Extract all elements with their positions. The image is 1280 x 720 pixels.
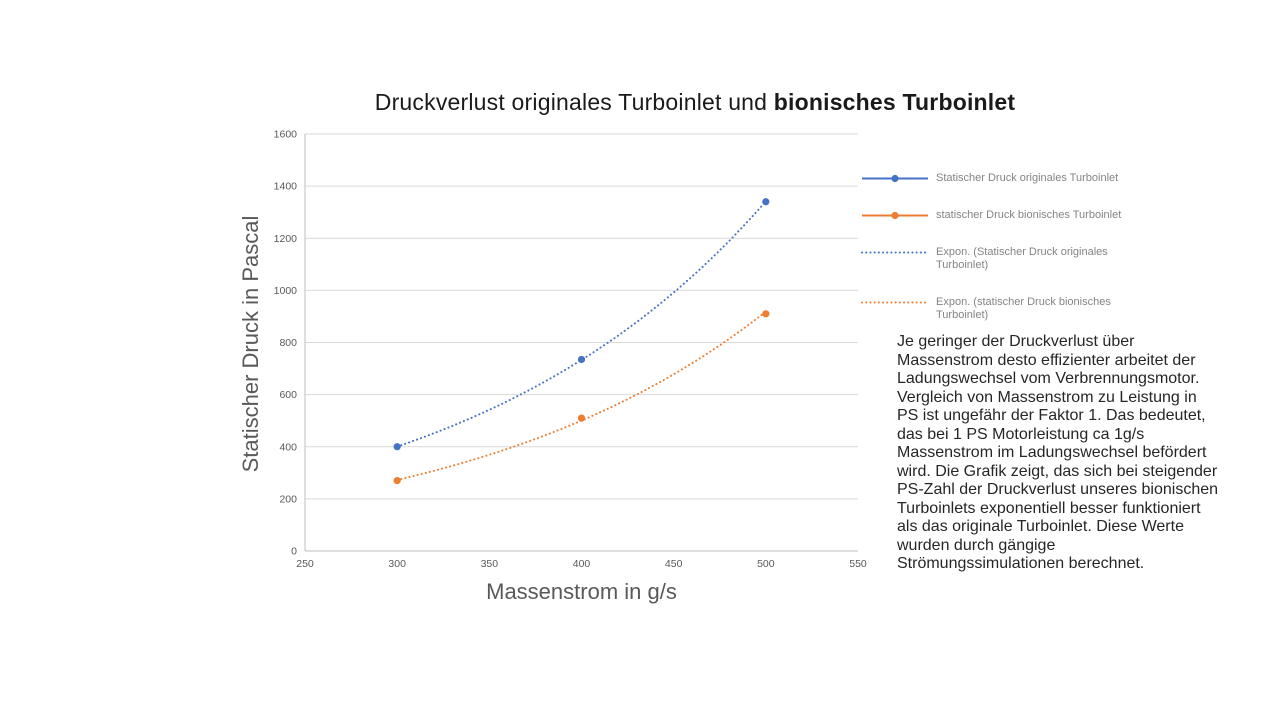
- legend-label: statischer Druck bionisches Turboinlet: [936, 209, 1122, 221]
- x-tick-label: 500: [757, 558, 775, 570]
- x-tick-label: 350: [481, 558, 499, 570]
- data-point: [577, 355, 586, 364]
- chart-title-normal: Druckverlust originales Turboinlet und: [374, 89, 774, 115]
- legend: Statischer Druck originales Turboinlet st…: [861, 172, 1154, 346]
- x-tick-label: 400: [573, 558, 591, 570]
- legend-item: statischer Druck bionisches Turboinlet: [861, 209, 1154, 222]
- legend-item: Expon. (statischer Druck bionisches Turb…: [861, 296, 1154, 322]
- x-tick-label: 450: [665, 558, 683, 570]
- data-point: [762, 310, 770, 318]
- x-tick-label: 250: [296, 558, 314, 570]
- legend-label: Expon. (statischer Druck bionisches Turb…: [936, 296, 1111, 321]
- trendline: [396, 310, 767, 481]
- x-axis-title: Massenstrom in g/s: [486, 579, 677, 604]
- y-tick-label: 0: [291, 546, 297, 558]
- annotation-text: Je geringer der Druckverlust über Massen…: [897, 333, 1219, 572]
- data-point: [393, 477, 401, 485]
- x-tick-label: 300: [388, 558, 406, 570]
- data-point: [393, 443, 401, 451]
- legend-dotted-line-swatch: [861, 251, 929, 254]
- y-tick-label: 200: [279, 493, 297, 505]
- y-tick-label: 1400: [274, 181, 298, 193]
- legend-item: Statischer Druck originales Turboinlet: [861, 172, 1154, 185]
- data-point: [577, 414, 586, 422]
- legend-label: Statischer Druck originales Turboinlet: [936, 172, 1119, 184]
- data-point: [762, 198, 770, 206]
- legend-dotted-line-swatch: [861, 301, 929, 304]
- legend-line-marker-swatch: [862, 211, 928, 220]
- y-tick-label: 1000: [274, 285, 298, 297]
- y-axis-title: Statischer Druck in Pascal: [238, 215, 263, 473]
- y-tick-label: 400: [279, 441, 297, 453]
- legend-label: Expon. (Statischer Druck originales Turb…: [936, 246, 1108, 271]
- legend-item: Expon. (Statischer Druck originales Turb…: [861, 246, 1154, 272]
- chart-title-bold: bionisches Turboinlet: [773, 89, 1016, 115]
- y-tick-label: 1600: [274, 129, 298, 141]
- y-tick-label: 1200: [274, 233, 298, 245]
- x-tick-label: 550: [849, 558, 867, 570]
- chart-title: Druckverlust originales Turboinlet und b…: [230, 89, 1160, 116]
- legend-line-marker-swatch: [862, 174, 928, 183]
- y-tick-label: 600: [279, 389, 297, 401]
- y-tick-label: 800: [279, 337, 297, 349]
